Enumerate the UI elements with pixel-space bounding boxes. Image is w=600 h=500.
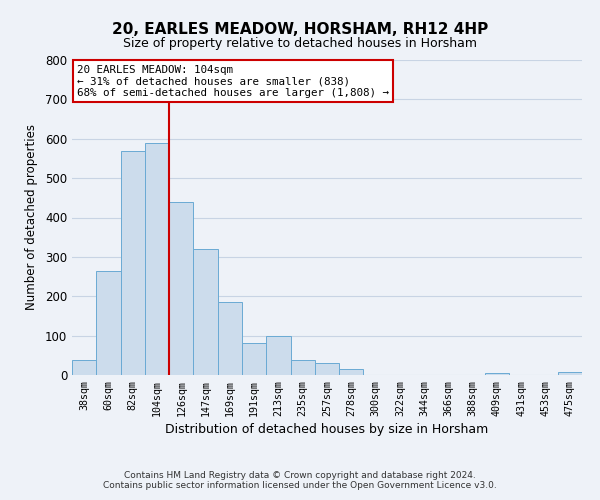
Text: Size of property relative to detached houses in Horsham: Size of property relative to detached ho… — [123, 38, 477, 51]
Bar — [242, 342, 266, 375]
Bar — [96, 270, 121, 375]
Bar — [315, 363, 339, 375]
Bar — [121, 150, 145, 375]
Y-axis label: Number of detached properties: Number of detached properties — [25, 124, 38, 310]
Bar — [169, 202, 193, 375]
Bar — [193, 249, 218, 375]
Bar — [218, 302, 242, 375]
Bar — [290, 360, 315, 375]
Bar — [485, 373, 509, 375]
Bar — [339, 369, 364, 375]
Text: 20 EARLES MEADOW: 104sqm
← 31% of detached houses are smaller (838)
68% of semi-: 20 EARLES MEADOW: 104sqm ← 31% of detach… — [77, 64, 389, 98]
Bar — [145, 142, 169, 375]
Bar — [72, 360, 96, 375]
Text: Contains HM Land Registry data © Crown copyright and database right 2024.
Contai: Contains HM Land Registry data © Crown c… — [103, 470, 497, 490]
Text: 20, EARLES MEADOW, HORSHAM, RH12 4HP: 20, EARLES MEADOW, HORSHAM, RH12 4HP — [112, 22, 488, 38]
Bar — [558, 372, 582, 375]
X-axis label: Distribution of detached houses by size in Horsham: Distribution of detached houses by size … — [166, 423, 488, 436]
Bar — [266, 336, 290, 375]
